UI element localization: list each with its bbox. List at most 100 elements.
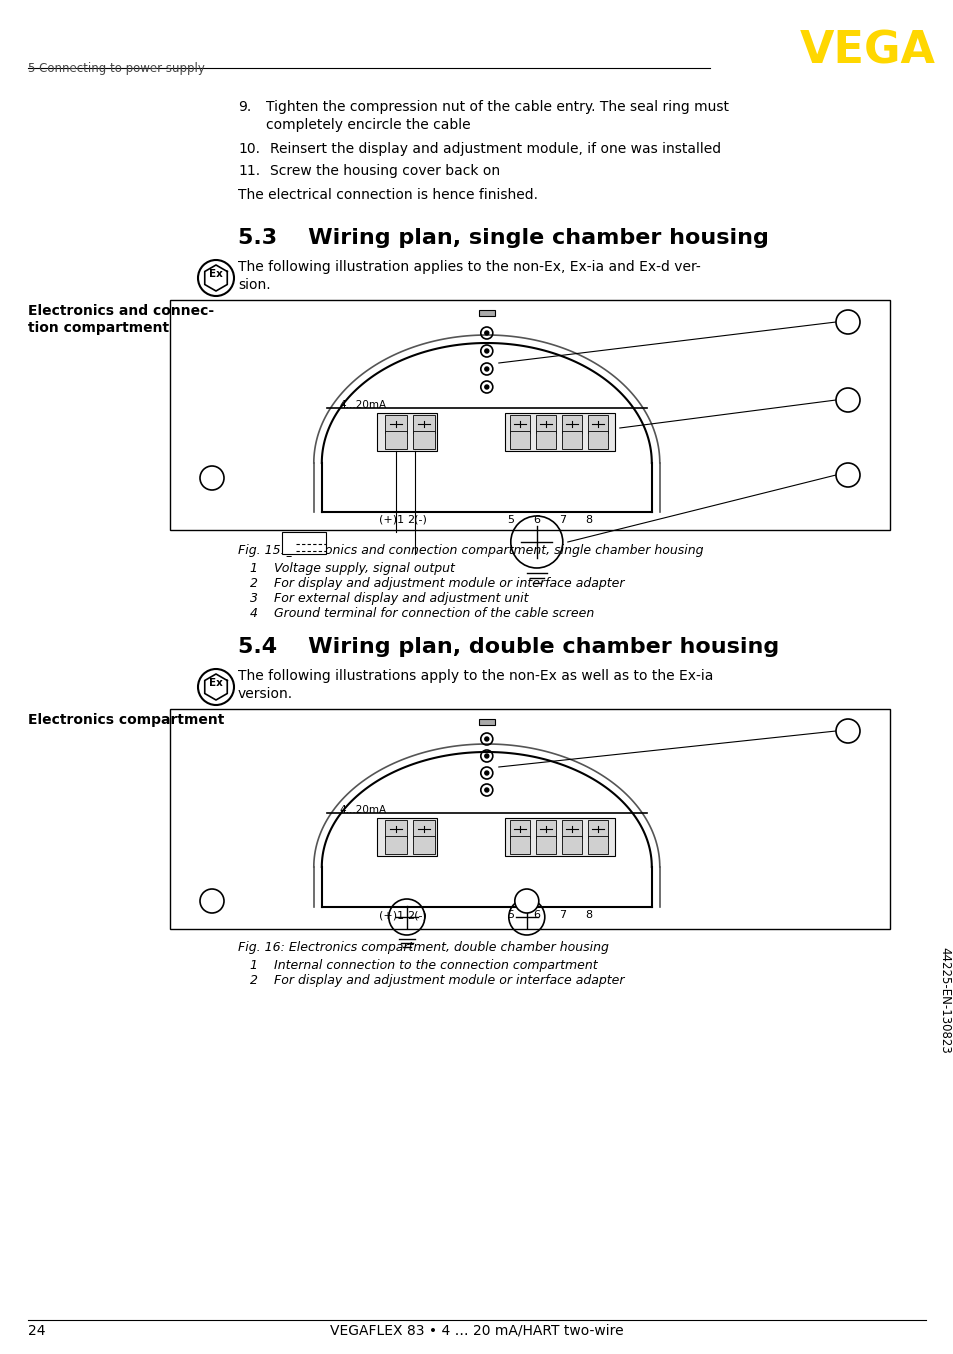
Bar — [536, 414, 556, 433]
Text: 2    For display and adjustment module or interface adapter: 2 For display and adjustment module or i… — [250, 974, 624, 987]
Text: Electronics and connec-: Electronics and connec- — [28, 305, 213, 318]
Circle shape — [484, 367, 488, 371]
Text: Ex: Ex — [209, 678, 223, 688]
Circle shape — [200, 890, 224, 913]
Bar — [561, 431, 581, 450]
Bar — [561, 414, 581, 433]
Text: The electrical connection is hence finished.: The electrical connection is hence finis… — [237, 188, 537, 202]
Circle shape — [484, 754, 488, 758]
Bar — [478, 719, 495, 724]
Text: Fig. 16: Electronics compartment, double chamber housing: Fig. 16: Electronics compartment, double… — [237, 941, 608, 955]
Text: Tighten the compression nut of the cable entry. The seal ring must: Tighten the compression nut of the cable… — [266, 100, 728, 114]
Bar — [384, 431, 406, 450]
Text: Reinsert the display and adjustment module, if one was installed: Reinsert the display and adjustment modu… — [270, 142, 720, 156]
Text: 2    For display and adjustment module or interface adapter: 2 For display and adjustment module or i… — [250, 577, 624, 590]
Bar — [504, 413, 614, 451]
Text: Ex: Ex — [209, 269, 223, 279]
Bar — [561, 835, 581, 854]
Circle shape — [515, 890, 538, 913]
Bar — [413, 821, 435, 838]
Bar — [281, 532, 326, 554]
Bar — [509, 431, 529, 450]
Bar — [376, 818, 436, 856]
Text: 4...20mA: 4...20mA — [339, 399, 387, 410]
Text: 1: 1 — [208, 891, 215, 903]
Text: 7: 7 — [558, 515, 565, 525]
Text: (+)1: (+)1 — [378, 515, 403, 525]
Bar — [587, 821, 607, 838]
Bar — [587, 431, 607, 450]
Circle shape — [835, 310, 859, 334]
Text: 2: 2 — [843, 720, 851, 734]
Circle shape — [484, 737, 488, 741]
Text: 3: 3 — [843, 390, 851, 402]
Text: 1: 1 — [522, 891, 530, 903]
Bar — [561, 821, 581, 838]
Text: 8: 8 — [584, 515, 591, 525]
Bar — [384, 821, 406, 838]
Text: –: – — [286, 550, 292, 563]
Text: sion.: sion. — [237, 278, 271, 292]
Circle shape — [200, 466, 224, 490]
Text: 5.4    Wiring plan, double chamber housing: 5.4 Wiring plan, double chamber housing — [237, 636, 779, 657]
Text: +: + — [286, 536, 296, 548]
Circle shape — [484, 788, 488, 792]
Bar — [536, 431, 556, 450]
Text: The following illustration applies to the non-Ex, Ex-ia and Ex-d ver-: The following illustration applies to th… — [237, 260, 700, 274]
Bar — [536, 821, 556, 838]
Bar — [536, 835, 556, 854]
Text: 5 Connecting to power supply: 5 Connecting to power supply — [28, 62, 205, 74]
Text: 2(-): 2(-) — [406, 515, 426, 525]
Circle shape — [484, 330, 488, 334]
Text: 1    Voltage supply, signal output: 1 Voltage supply, signal output — [250, 562, 455, 575]
Text: Screw the housing cover back on: Screw the housing cover back on — [270, 164, 499, 177]
Bar — [384, 835, 406, 854]
Text: 24: 24 — [28, 1324, 46, 1338]
Text: 4    Ground terminal for connection of the cable screen: 4 Ground terminal for connection of the … — [250, 607, 594, 620]
Bar — [587, 414, 607, 433]
Text: 1: 1 — [208, 467, 215, 481]
Text: Fig. 15: Electronics and connection compartment, single chamber housing: Fig. 15: Electronics and connection comp… — [237, 544, 702, 556]
Bar — [587, 835, 607, 854]
Text: 4...20mA: 4...20mA — [339, 806, 387, 815]
Bar — [478, 310, 495, 315]
Bar — [509, 821, 529, 838]
Circle shape — [835, 463, 859, 487]
Text: (+)1: (+)1 — [378, 910, 403, 919]
Text: 2: 2 — [843, 311, 851, 325]
Text: 1    Internal connection to the connection compartment: 1 Internal connection to the connection … — [250, 959, 597, 972]
Bar — [413, 835, 435, 854]
Text: 5: 5 — [506, 515, 514, 525]
Text: 10.: 10. — [237, 142, 260, 156]
Circle shape — [484, 770, 488, 774]
Text: 3    For external display and adjustment unit: 3 For external display and adjustment un… — [250, 592, 528, 605]
Text: The following illustrations apply to the non-Ex as well as to the Ex-ia: The following illustrations apply to the… — [237, 669, 713, 682]
Text: 8: 8 — [584, 910, 591, 919]
Bar — [509, 835, 529, 854]
Text: 5.3    Wiring plan, single chamber housing: 5.3 Wiring plan, single chamber housing — [237, 227, 768, 248]
Text: 6: 6 — [532, 515, 539, 525]
Text: 5: 5 — [506, 910, 514, 919]
Bar — [509, 414, 529, 433]
Circle shape — [835, 719, 859, 743]
Text: 11.: 11. — [237, 164, 260, 177]
Bar — [504, 818, 614, 856]
Text: Electronics compartment: Electronics compartment — [28, 714, 224, 727]
Text: tion compartment: tion compartment — [28, 321, 169, 334]
Text: 6: 6 — [532, 910, 539, 919]
Text: 2(-): 2(-) — [406, 910, 426, 919]
Bar — [170, 301, 889, 529]
Text: 4: 4 — [843, 464, 851, 478]
Circle shape — [484, 349, 488, 353]
Circle shape — [484, 385, 488, 389]
Text: 44225-EN-130823: 44225-EN-130823 — [938, 946, 950, 1053]
Bar — [376, 413, 436, 451]
Bar — [170, 709, 889, 929]
Text: VEGAFLEX 83 • 4 … 20 mA/HART two-wire: VEGAFLEX 83 • 4 … 20 mA/HART two-wire — [330, 1324, 623, 1338]
Text: completely encircle the cable: completely encircle the cable — [266, 118, 470, 131]
Circle shape — [835, 389, 859, 412]
Bar — [384, 414, 406, 433]
Bar — [413, 414, 435, 433]
Text: VEGA: VEGA — [800, 30, 935, 73]
Text: 9.: 9. — [237, 100, 251, 114]
